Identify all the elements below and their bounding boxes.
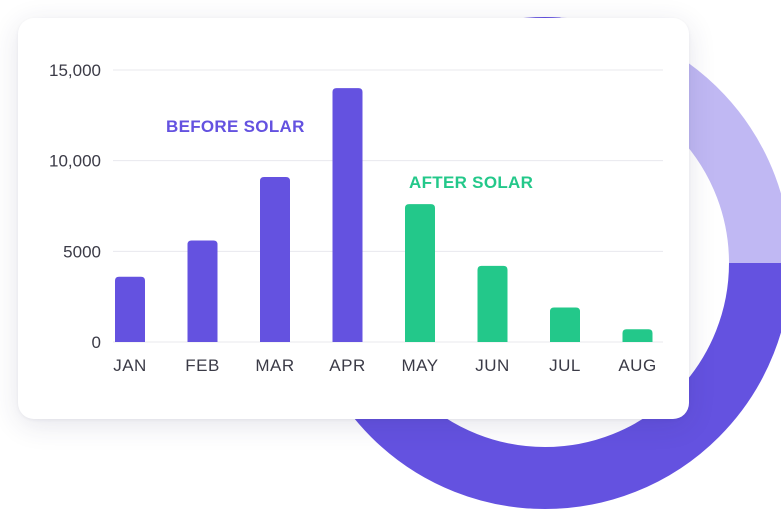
x-tick-label-jun: JUN [475, 356, 510, 375]
chart-card: 0 5000 10,000 15,000 JAN FEB MAR APR MAY JUN JUL A… [18, 18, 689, 419]
bar-jan [115, 276, 145, 342]
bar-chart: 0 5000 10,000 15,000 JAN FEB MAR APR MAY JUN JUL A… [49, 61, 663, 375]
x-tick-label-jan: JAN [113, 356, 147, 375]
before-solar-annotation: BEFORE SOLAR [166, 117, 305, 136]
y-axis-ticks: 0 5000 10,000 15,000 [49, 61, 101, 352]
bar-aug [622, 329, 653, 342]
bar-may [405, 204, 435, 342]
y-tick-label: 5000 [63, 242, 101, 261]
bar-mar [260, 176, 290, 342]
y-tick-label: 15,000 [49, 61, 101, 80]
bar-apr [332, 88, 363, 342]
y-tick-label: 0 [92, 333, 101, 352]
bars [115, 88, 653, 342]
x-tick-label-jul: JUL [549, 356, 581, 375]
bar-feb [187, 240, 218, 342]
x-tick-label-mar: MAR [255, 356, 294, 375]
x-tick-label-apr: APR [329, 356, 365, 375]
donut-segment-2 [299, 17, 781, 509]
x-tick-label-feb: FEB [185, 356, 220, 375]
x-tick-label-may: MAY [401, 356, 438, 375]
x-tick-label-aug: AUG [618, 356, 656, 375]
bar-jul [550, 307, 580, 342]
after-solar-annotation: AFTER SOLAR [409, 173, 533, 192]
y-tick-label: 10,000 [49, 152, 101, 171]
x-axis-ticks: JAN FEB MAR APR MAY JUN JUL AUG [113, 356, 656, 375]
bar-jun [477, 265, 508, 342]
